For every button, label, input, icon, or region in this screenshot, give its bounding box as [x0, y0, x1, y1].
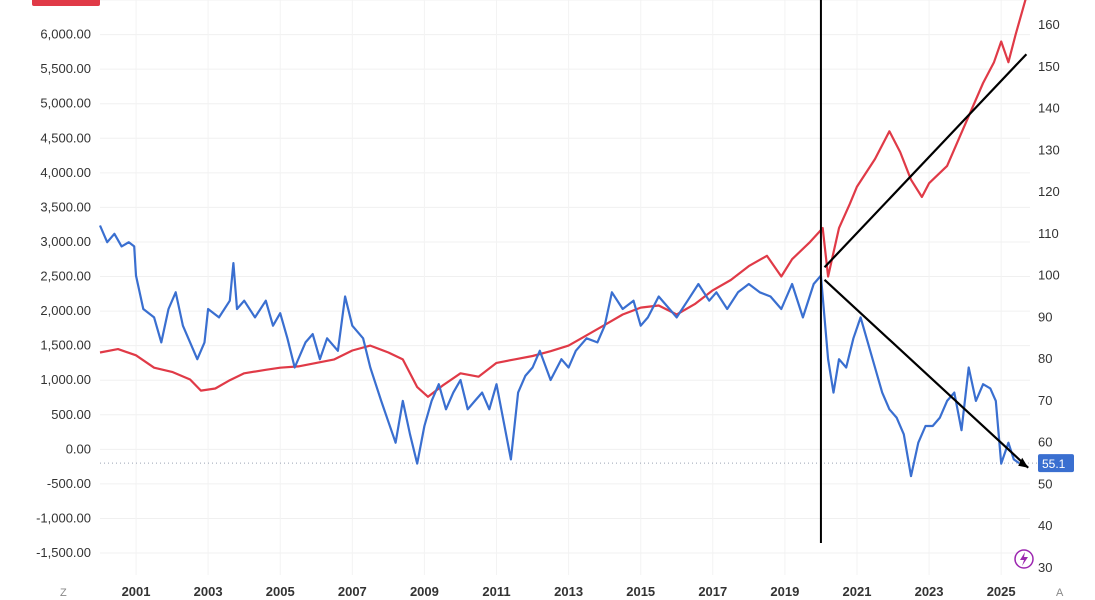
- left-tick-label: 2,000.00: [40, 303, 91, 318]
- replay-icon[interactable]: [1014, 549, 1034, 569]
- left-axis: 6,500.006,000.005,500.005,000.004,500.00…: [36, 0, 91, 560]
- last-value-badge: 55.1: [1038, 454, 1074, 473]
- left-tick-label: 4,000.00: [40, 165, 91, 180]
- right-tick-label: 70: [1038, 393, 1052, 408]
- x-tick-label: 2013: [554, 584, 583, 599]
- right-tick-label: 120: [1038, 184, 1060, 199]
- annotation-layer: [819, 0, 1029, 543]
- left-tick-label: 3,500.00: [40, 199, 91, 214]
- right-tick-label: 110: [1038, 226, 1059, 241]
- trend-arrowhead: [1018, 457, 1029, 468]
- x-tick-label: 2019: [770, 584, 799, 599]
- right-tick-label: 140: [1038, 101, 1060, 116]
- right-tick-label: 40: [1038, 518, 1052, 533]
- right-tick-label: 60: [1038, 435, 1052, 450]
- left-tick-label: 0.00: [66, 441, 91, 456]
- series-layer: [98, 0, 1040, 478]
- left-tick-label: 5,000.00: [40, 96, 91, 111]
- left-tick-label: 1,000.00: [40, 372, 91, 387]
- x-tick-label: 2007: [338, 584, 367, 599]
- x-tick-label: 2023: [915, 584, 944, 599]
- left-tick-label: 5,500.00: [40, 61, 91, 76]
- right-tick-label: 100: [1038, 268, 1060, 283]
- series-line-red: [99, 0, 1027, 398]
- right-tick-label: 30: [1038, 560, 1052, 575]
- right-tick-label: 80: [1038, 351, 1052, 366]
- right-tick-label: 90: [1038, 309, 1052, 324]
- x-axis: 2001 2003 2005 2007 2009 2011 2013 2015 2017 2019…: [122, 584, 1016, 599]
- trend-line: [823, 278, 1029, 469]
- x-tick-label: 2005: [266, 584, 295, 599]
- gridlines: [100, 0, 1030, 575]
- left-tick-label: 1,500.00: [40, 338, 91, 353]
- right-corner-label: A: [1056, 587, 1064, 599]
- right-axis: 160 150 140 130 120 110 100 90 80 70 60 50 40 30: [1038, 17, 1060, 575]
- left-tick-label: -1,500.00: [36, 545, 91, 560]
- x-tick-label: 2017: [698, 584, 727, 599]
- x-tick-label: 2021: [843, 584, 872, 599]
- right-tick-label: 150: [1038, 59, 1060, 74]
- x-tick-label: 2025: [987, 584, 1016, 599]
- trend-line: [823, 53, 1028, 269]
- series-line-blue: [98, 225, 1020, 478]
- right-tick-label: 50: [1038, 476, 1052, 491]
- left-tick-label: 6,000.00: [40, 27, 91, 42]
- x-tick-label: 2015: [626, 584, 655, 599]
- x-tick-label: 2003: [194, 584, 223, 599]
- right-tick-label: 130: [1038, 142, 1060, 157]
- left-corner-label: Z: [60, 587, 67, 599]
- series-price-tag: [32, 0, 100, 6]
- left-tick-label: 4,500.00: [40, 130, 91, 145]
- x-tick-label: 2011: [482, 584, 510, 599]
- x-tick-label: 2001: [122, 584, 151, 599]
- left-tick-label: -500.00: [47, 476, 91, 491]
- left-tick-label: 3,000.00: [40, 234, 91, 249]
- left-tick-label: -1,000.00: [36, 510, 91, 525]
- last-value-label: 55.1: [1042, 457, 1066, 471]
- left-tick-label: 2,500.00: [40, 269, 91, 284]
- x-tick-label: 2009: [410, 584, 439, 599]
- left-tick-label: 500.00: [51, 407, 91, 422]
- right-tick-label: 160: [1038, 17, 1060, 32]
